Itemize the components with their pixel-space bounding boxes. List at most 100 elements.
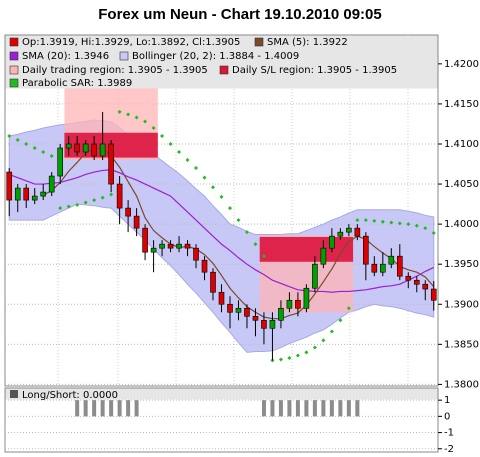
- sar-dot: [117, 109, 122, 114]
- candle-body: [48, 175, 55, 193]
- candle-body: [430, 288, 437, 301]
- sar-dot: [389, 220, 394, 225]
- legend-box: [5, 35, 438, 89]
- sar-dot: [134, 115, 139, 120]
- candle-body: [6, 171, 13, 201]
- candle-body: [388, 255, 395, 265]
- legend-swatch: [9, 51, 19, 61]
- sar-dot: [363, 218, 368, 223]
- candle-body: [14, 187, 21, 201]
- candle-body: [303, 287, 310, 309]
- y-tick-label: -1: [444, 428, 454, 439]
- sar-dot: [151, 125, 156, 130]
- legend-swatch: [9, 65, 19, 75]
- candle-body: [244, 307, 250, 317]
- sar-dot: [244, 230, 249, 235]
- legend-label: SMA (5): 1.3922: [267, 37, 348, 48]
- candle-body: [396, 255, 403, 277]
- sar-dot: [49, 154, 54, 159]
- candle-body: [133, 215, 140, 229]
- sar-dot: [177, 150, 182, 154]
- bar: [75, 400, 80, 417]
- candle-body: [184, 243, 191, 249]
- candle-body: [40, 191, 47, 197]
- candle-body: [405, 275, 412, 281]
- sar-dot: [278, 357, 283, 362]
- y-tick-label: 1.4200: [444, 59, 479, 70]
- bar: [338, 400, 343, 417]
- bar: [321, 400, 326, 417]
- sar-dot: [431, 230, 436, 235]
- sl-region: [259, 236, 354, 262]
- candle-body: [337, 231, 344, 237]
- bar: [100, 400, 105, 417]
- candle-body: [116, 183, 123, 209]
- candle-body: [23, 187, 30, 201]
- sar-dot: [32, 145, 37, 150]
- sar-dot: [143, 119, 148, 124]
- candle-body: [413, 279, 420, 285]
- candle-body: [65, 143, 72, 149]
- candle-body: [31, 195, 38, 201]
- candle-body: [167, 243, 174, 249]
- sar-dot: [185, 158, 190, 163]
- legend-swatch: [119, 51, 129, 61]
- sar-dot: [168, 141, 173, 146]
- bar: [329, 400, 334, 417]
- y-tick-label: 1.3800: [444, 379, 479, 390]
- sar-dot: [329, 329, 334, 334]
- sar-dot: [372, 218, 377, 223]
- candle-body: [380, 263, 386, 273]
- bar: [278, 400, 283, 417]
- candle-body: [74, 143, 80, 153]
- candle-body: [99, 143, 106, 157]
- legend-swatch: [254, 37, 264, 47]
- candle-body: [295, 299, 301, 309]
- sar-dot: [24, 141, 29, 146]
- candle-body: [91, 143, 97, 157]
- sar-dot: [109, 192, 114, 197]
- sar-dot: [227, 206, 232, 211]
- candle-body: [193, 247, 199, 261]
- sma-line: [9, 169, 435, 293]
- sar-dot: [202, 175, 207, 180]
- y-tick-label: 1.3850: [444, 339, 479, 350]
- sar-dot: [261, 254, 266, 259]
- bar: [83, 400, 88, 417]
- candle-body: [354, 227, 361, 237]
- sar-dot: [414, 223, 419, 228]
- sar-dot: [295, 353, 300, 358]
- y-tick-label: -2: [444, 444, 454, 455]
- legend-label: Op:1.3919, Hi:1.3929, Lo:1.3892, Cl:1.39…: [22, 37, 240, 48]
- bar: [117, 400, 122, 417]
- y-tick-label: 1.4050: [444, 179, 479, 190]
- sar-dot: [194, 166, 199, 171]
- candle-body: [261, 319, 267, 329]
- sar-dot: [219, 194, 224, 199]
- candle-body: [142, 227, 148, 253]
- candle-body: [57, 147, 63, 177]
- candle-body: [269, 319, 276, 329]
- bar: [92, 400, 97, 417]
- sar-dot: [66, 204, 71, 209]
- sar-dot: [211, 185, 216, 190]
- bar: [126, 400, 131, 417]
- sar-dot: [92, 198, 97, 203]
- sma-line: [42, 147, 435, 320]
- candle-body: [235, 307, 242, 313]
- legend-swatch: [9, 37, 19, 47]
- candle-body: [125, 207, 131, 217]
- candle-body: [227, 303, 233, 313]
- candle-body: [150, 247, 157, 253]
- candle-body: [159, 243, 165, 249]
- sar-dot: [83, 200, 88, 205]
- bar: [346, 400, 351, 417]
- legend-swatch: [9, 78, 19, 88]
- bar: [109, 400, 114, 417]
- candle-body: [286, 299, 293, 309]
- sar-dot: [236, 218, 241, 223]
- sar-dot: [253, 242, 258, 247]
- sar-dot: [58, 206, 63, 211]
